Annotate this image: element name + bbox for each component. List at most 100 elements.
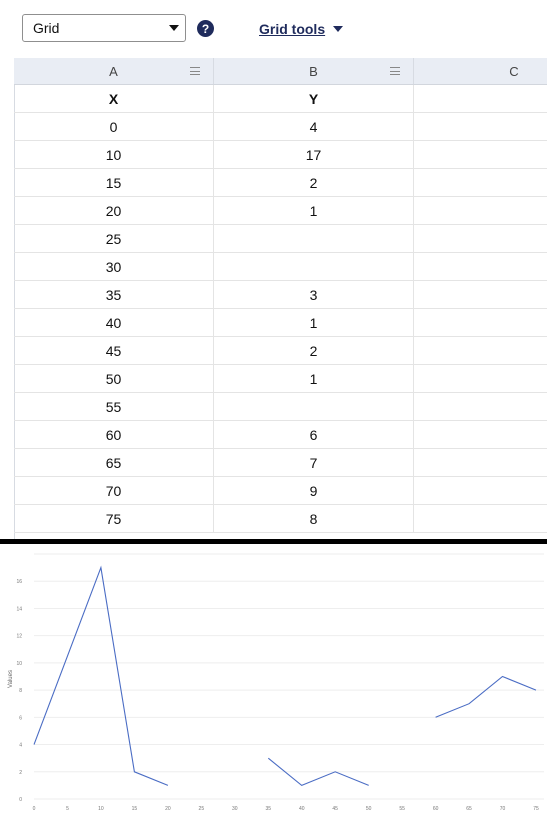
cell-c[interactable]: [414, 337, 547, 365]
x-tick-label: 75: [533, 806, 539, 812]
cell-b[interactable]: [214, 393, 414, 421]
help-label: ?: [202, 22, 209, 36]
y-tick-label: 6: [19, 715, 22, 721]
y-tick-label: 2: [19, 770, 22, 776]
line-chart: 0 2 4 6 8 10 12 14 16 0 5 10 15 20 25 30 35 40 45 50 55 60 65…: [0, 544, 547, 828]
view-select[interactable]: Grid: [22, 14, 186, 42]
cell-b[interactable]: 6: [214, 421, 414, 449]
x-tick-label: 50: [366, 806, 372, 812]
column-header-label: A: [109, 64, 118, 79]
cell-a[interactable]: 65: [14, 449, 214, 477]
cell-c[interactable]: [414, 281, 547, 309]
chevron-down-icon: [169, 25, 179, 31]
cell-a[interactable]: X: [14, 85, 214, 113]
x-tick-label: 60: [433, 806, 439, 812]
cell-c[interactable]: [414, 449, 547, 477]
cell-b[interactable]: 8: [214, 505, 414, 533]
x-tick-label: 25: [199, 806, 205, 812]
spreadsheet: A B C X Y 0 4 10 17 15 2 20 1 25 30 35 3 40 1 45 2 50 1 55 60…: [14, 58, 547, 539]
table-row: 70 9: [14, 477, 547, 505]
table-row: 15 2: [14, 169, 547, 197]
cell-b[interactable]: 7: [214, 449, 414, 477]
cell-c[interactable]: [414, 169, 547, 197]
cell-a[interactable]: 60: [14, 421, 214, 449]
grid-tools-menu[interactable]: Grid tools: [259, 21, 343, 37]
cell-b[interactable]: 1: [214, 309, 414, 337]
x-tick-label: 40: [299, 806, 305, 812]
x-tick-label: 20: [165, 806, 171, 812]
cell-a[interactable]: 25: [14, 225, 214, 253]
cell-b[interactable]: 9: [214, 477, 414, 505]
cell-a[interactable]: 20: [14, 197, 214, 225]
cell-a[interactable]: 50: [14, 365, 214, 393]
y-tick-label: 4: [19, 743, 22, 749]
table-row: 20 1: [14, 197, 547, 225]
x-tick-label: 70: [500, 806, 506, 812]
cell-b[interactable]: [214, 253, 414, 281]
cell-c[interactable]: [414, 85, 547, 113]
cell-a[interactable]: 40: [14, 309, 214, 337]
column-header-a[interactable]: A: [14, 58, 214, 84]
cell-b[interactable]: 2: [214, 337, 414, 365]
y-tick-label: 16: [16, 579, 22, 585]
cell-c[interactable]: [414, 477, 547, 505]
cell-b[interactable]: 2: [214, 169, 414, 197]
table-row: 60 6: [14, 421, 547, 449]
cell-b[interactable]: [214, 225, 414, 253]
cell-c[interactable]: [414, 393, 547, 421]
chart-canvas: 0 2 4 6 8 10 12 14 16 0 5 10 15 20 25 30 35 40 45 50 55 60 65…: [0, 544, 547, 828]
x-tick-label: 15: [132, 806, 138, 812]
cell-a[interactable]: 10: [14, 141, 214, 169]
cell-a[interactable]: 35: [14, 281, 214, 309]
y-tick-label: 14: [16, 606, 22, 612]
cell-a[interactable]: 0: [14, 113, 214, 141]
dropdown-arrow-icon: [333, 26, 343, 32]
table-row: 35 3: [14, 281, 547, 309]
x-tick-label: 45: [332, 806, 338, 812]
cell-c[interactable]: [414, 141, 547, 169]
cell-b[interactable]: 3: [214, 281, 414, 309]
cell-a[interactable]: 30: [14, 253, 214, 281]
cell-b[interactable]: 4: [214, 113, 414, 141]
cell-c[interactable]: [414, 365, 547, 393]
column-menu-icon[interactable]: [190, 67, 200, 75]
cell-b[interactable]: 1: [214, 365, 414, 393]
cell-a[interactable]: 70: [14, 477, 214, 505]
cell-c[interactable]: [414, 421, 547, 449]
cell-a[interactable]: 75: [14, 505, 214, 533]
cell-c[interactable]: [414, 197, 547, 225]
table-row: 10 17: [14, 141, 547, 169]
cell-a[interactable]: 55: [14, 393, 214, 421]
table-row: 40 1: [14, 309, 547, 337]
cell-c[interactable]: [414, 253, 547, 281]
column-header-b[interactable]: B: [214, 58, 414, 84]
y-tick-label: 10: [16, 661, 22, 667]
column-menu-icon[interactable]: [390, 67, 400, 75]
table-row: 30: [14, 253, 547, 281]
x-tick-label: 5: [66, 806, 69, 812]
column-header-row: A B C: [14, 58, 547, 85]
cell-b[interactable]: 1: [214, 197, 414, 225]
cell-c[interactable]: [414, 225, 547, 253]
table-row: 55: [14, 393, 547, 421]
cell-b[interactable]: Y: [214, 85, 414, 113]
x-tick-label: 55: [399, 806, 405, 812]
column-header-label: B: [309, 64, 318, 79]
column-header-c[interactable]: C: [414, 58, 547, 84]
y-tick-label: 0: [19, 797, 22, 803]
cell-c[interactable]: [414, 113, 547, 141]
cell-c[interactable]: [414, 309, 547, 337]
help-icon[interactable]: ?: [197, 20, 214, 37]
table-row: 75 8: [14, 505, 547, 533]
x-tick-label: 30: [232, 806, 238, 812]
cell-a[interactable]: 45: [14, 337, 214, 365]
x-tick-label: 35: [265, 806, 271, 812]
cell-b[interactable]: 17: [214, 141, 414, 169]
x-tick-label: 65: [466, 806, 472, 812]
cell-c[interactable]: [414, 505, 547, 533]
series-line: [436, 677, 536, 718]
table-row: 25: [14, 225, 547, 253]
cell-a[interactable]: 15: [14, 169, 214, 197]
